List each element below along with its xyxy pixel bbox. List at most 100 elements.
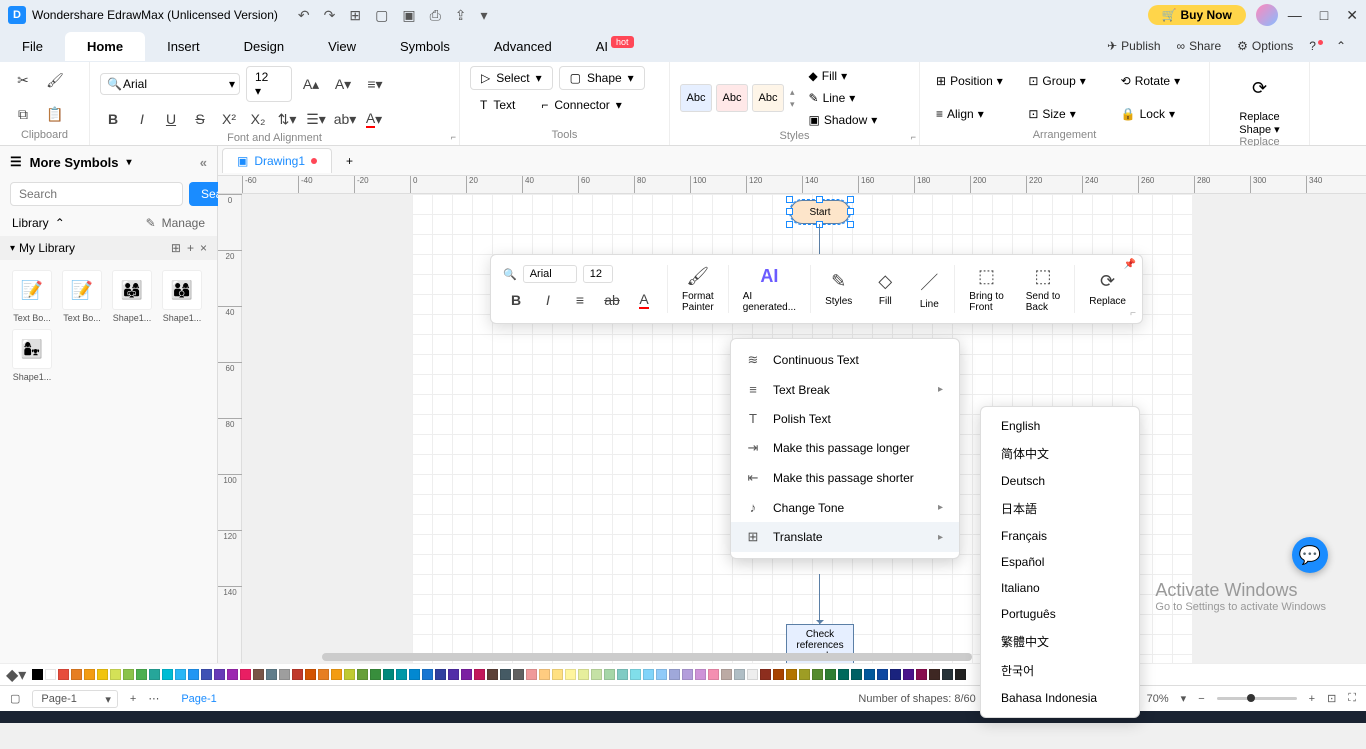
color-swatch[interactable] — [552, 669, 563, 680]
color-swatch[interactable] — [71, 669, 82, 680]
page-tab-1[interactable]: Page-1 — [171, 691, 226, 707]
color-swatch[interactable] — [266, 669, 277, 680]
highlight-icon[interactable]: ab▾ — [332, 106, 358, 132]
color-swatch[interactable] — [461, 669, 472, 680]
connector-tool[interactable]: ⌐ Connector ▾ — [531, 94, 631, 116]
ft-ai-generated[interactable]: AIAI generated... — [733, 261, 806, 317]
new-icon[interactable]: ⊞ — [349, 7, 361, 24]
ft-fontcolor-icon[interactable]: A — [631, 287, 657, 313]
shape-item-4[interactable]: 👩‍👧Shape1... — [10, 329, 54, 382]
color-swatch[interactable] — [539, 669, 550, 680]
copy-icon[interactable]: ⧉ — [10, 102, 36, 128]
fit-page-icon[interactable]: ⊡ — [1327, 692, 1336, 705]
lang-繁體中文[interactable]: 繁體中文 — [981, 627, 1139, 656]
style-preset-2[interactable]: Abc — [716, 84, 748, 112]
color-swatch[interactable] — [162, 669, 173, 680]
menu-advanced[interactable]: Advanced — [472, 32, 574, 61]
list-icon[interactable]: ☰▾ — [303, 106, 329, 132]
subscript-icon[interactable]: X₂ — [245, 106, 271, 132]
zoom-out-icon[interactable]: − — [1198, 693, 1204, 705]
paste-icon[interactable]: 📋 — [42, 102, 68, 128]
close-button[interactable]: ✕ — [1346, 7, 1358, 24]
save-icon[interactable]: ▣ — [402, 7, 415, 24]
ft-format-painter[interactable]: 🖌Format Painter — [672, 261, 724, 317]
color-swatch[interactable] — [799, 669, 810, 680]
color-swatch[interactable] — [825, 669, 836, 680]
fill-button[interactable]: ◆ Fill ▾ — [803, 66, 884, 86]
color-swatch[interactable] — [448, 669, 459, 680]
color-swatch[interactable] — [604, 669, 615, 680]
scrollbar-horizontal[interactable] — [322, 653, 1346, 663]
color-swatch[interactable] — [474, 669, 485, 680]
color-swatch[interactable] — [591, 669, 602, 680]
lang-Português[interactable]: Português — [981, 601, 1139, 627]
color-swatch[interactable] — [838, 669, 849, 680]
ft-align-icon[interactable]: ≡ — [567, 287, 593, 313]
color-swatch[interactable] — [240, 669, 251, 680]
color-swatch[interactable] — [721, 669, 732, 680]
close-section-icon[interactable]: × — [200, 241, 207, 255]
select-tool[interactable]: ▷ Select ▾ — [470, 66, 553, 90]
color-swatch[interactable] — [812, 669, 823, 680]
bold-icon[interactable]: B — [100, 106, 126, 132]
open-icon[interactable]: ▢ — [375, 7, 388, 24]
underline-icon[interactable]: U — [158, 106, 184, 132]
color-swatch[interactable] — [396, 669, 407, 680]
color-swatch[interactable] — [58, 669, 69, 680]
color-swatch[interactable] — [84, 669, 95, 680]
collapse-sidebar-icon[interactable]: « — [200, 155, 207, 170]
grid-view-icon[interactable]: ⊞ — [171, 241, 181, 255]
color-swatch[interactable] — [578, 669, 589, 680]
line-spacing-icon[interactable]: ⇅▾ — [274, 106, 300, 132]
search-input[interactable] — [10, 182, 183, 206]
page-selector[interactable]: Page-1▾ — [32, 690, 117, 708]
menu-symbols[interactable]: Symbols — [378, 32, 472, 61]
ft-font-select[interactable]: Arial — [523, 265, 577, 283]
color-swatch[interactable] — [903, 669, 914, 680]
ft-styles[interactable]: ✎Styles — [815, 261, 862, 317]
color-swatch[interactable] — [513, 669, 524, 680]
ft-size-select[interactable]: 12 — [583, 265, 613, 283]
ft-fill[interactable]: ◇Fill — [864, 261, 906, 317]
color-swatch[interactable] — [45, 669, 56, 680]
color-swatch[interactable] — [318, 669, 329, 680]
line-button[interactable]: ✎ Line ▾ — [803, 88, 884, 108]
lang-简体中文[interactable]: 简体中文 — [981, 439, 1139, 468]
color-swatch[interactable] — [214, 669, 225, 680]
strike-icon[interactable]: S — [187, 106, 213, 132]
color-swatch[interactable] — [344, 669, 355, 680]
zoom-in-icon[interactable]: + — [1309, 693, 1315, 705]
color-swatch[interactable] — [747, 669, 758, 680]
color-swatch[interactable] — [331, 669, 342, 680]
lang-Bahasa Indonesia[interactable]: Bahasa Indonesia — [981, 685, 1139, 711]
color-picker-icon[interactable]: ◆▾ — [6, 665, 26, 685]
chat-fab[interactable]: 💬 — [1292, 537, 1328, 573]
ctx-translate[interactable]: ⊞Translate▸ — [731, 522, 959, 552]
color-swatch[interactable] — [253, 669, 264, 680]
menu-insert[interactable]: Insert — [145, 32, 222, 61]
grow-font-icon[interactable]: A▴ — [298, 71, 324, 97]
tab-drawing1[interactable]: ▣ Drawing1 — [222, 148, 332, 173]
maximize-button[interactable]: □ — [1320, 7, 1328, 24]
pin-icon[interactable]: 📌 — [1124, 259, 1136, 270]
color-swatch[interactable] — [500, 669, 511, 680]
print-icon[interactable]: ⎙ — [430, 7, 441, 24]
color-swatch[interactable] — [942, 669, 953, 680]
shape-item-2[interactable]: 👨‍👩‍👧Shape1... — [110, 270, 154, 323]
manage-button[interactable]: Manage — [162, 216, 205, 230]
options-button[interactable]: ⚙Options — [1237, 39, 1293, 53]
color-swatch[interactable] — [890, 669, 901, 680]
lock-button[interactable]: 🔒 Lock▾ — [1115, 104, 1199, 124]
color-swatch[interactable] — [955, 669, 966, 680]
color-swatch[interactable] — [695, 669, 706, 680]
page-options-icon[interactable]: ⋯ — [148, 692, 159, 705]
color-swatch[interactable] — [279, 669, 290, 680]
ctx-polish-text[interactable]: TPolish Text — [731, 404, 959, 433]
menu-view[interactable]: View — [306, 32, 378, 61]
superscript-icon[interactable]: X² — [216, 106, 242, 132]
hamburger-icon[interactable]: ☰ — [10, 154, 22, 170]
expand-icon[interactable]: ⌐ — [1130, 308, 1136, 319]
zoom-dropdown[interactable]: ▾ — [1181, 692, 1187, 705]
color-swatch[interactable] — [435, 669, 446, 680]
connector-2[interactable] — [819, 574, 820, 624]
